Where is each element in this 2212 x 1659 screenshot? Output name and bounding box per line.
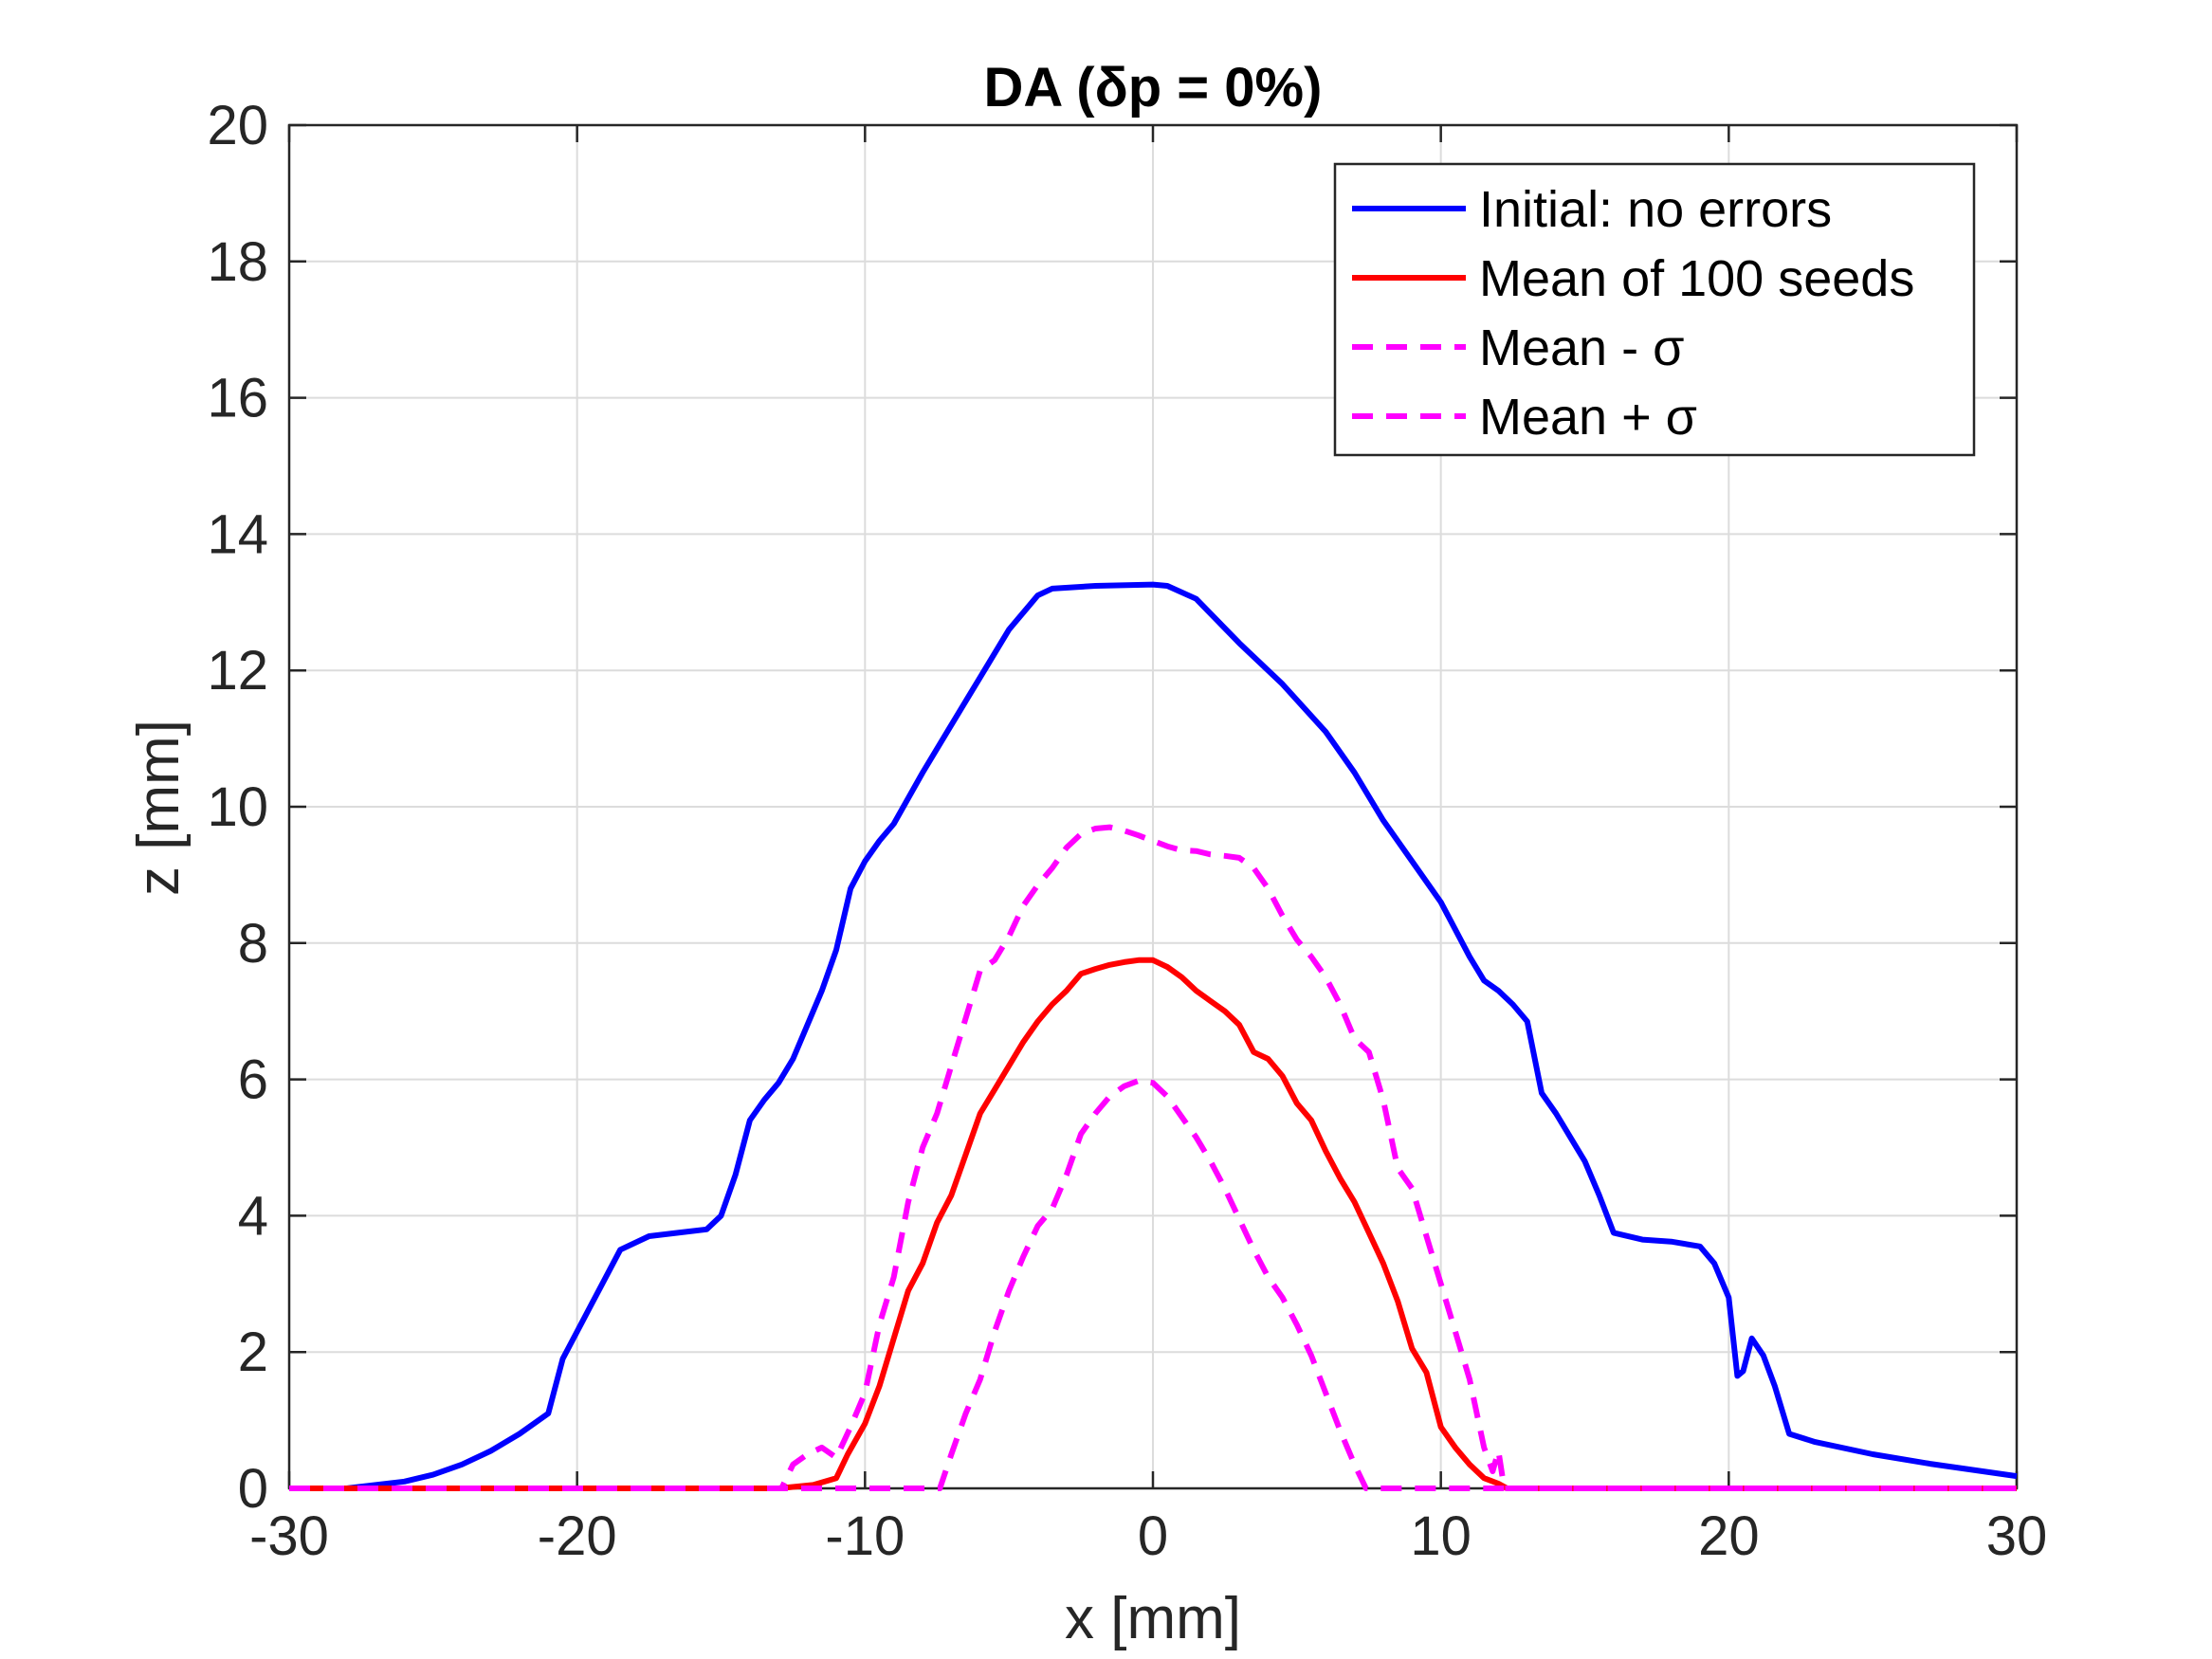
y-tick-label: 16 <box>207 368 268 429</box>
series-line-3 <box>289 1078 2017 1491</box>
series-line-4 <box>289 824 2017 1491</box>
y-tick-label: 2 <box>238 1322 268 1383</box>
legend-label-3: Mean - σ <box>1479 319 1684 376</box>
x-tick-label: 10 <box>1410 1505 1472 1567</box>
axis-ticks <box>287 123 2019 1490</box>
y-tick-labels: 0 2 4 6 8 10 12 14 16 18 20 <box>207 95 268 1520</box>
x-tick-label: 20 <box>1698 1505 1760 1567</box>
x-axis-label: x [mm] <box>1065 1586 1241 1651</box>
y-axis-label: z [mm] <box>126 720 192 896</box>
legend-label-2: Mean of 100 seeds <box>1479 250 1914 307</box>
y-tick-label: 8 <box>238 913 268 975</box>
legend-box <box>1333 162 1976 457</box>
x-tick-label: 30 <box>1986 1505 2048 1567</box>
x-tick-labels: -30 -20 -10 0 10 20 30 <box>249 1505 2047 1567</box>
y-tick-label: 6 <box>238 1049 268 1111</box>
legend-label-1: Initial: no errors <box>1479 181 1832 238</box>
x-tick-label: 0 <box>1138 1505 1168 1567</box>
y-tick-label: 14 <box>207 503 268 565</box>
x-tick-label: -20 <box>538 1505 617 1567</box>
y-tick-label: 10 <box>207 776 268 838</box>
y-tick-label: 20 <box>207 95 268 156</box>
legend-label-4: Mean + σ <box>1479 389 1697 446</box>
y-tick-label: 4 <box>238 1185 268 1247</box>
chart-title: DA (δp = 0%) <box>984 57 1323 118</box>
y-tick-label: 18 <box>207 231 268 293</box>
legend: Initial: no errors Mean of 100 seeds Mean … <box>1333 162 1976 457</box>
series-line-2 <box>289 957 2017 1491</box>
x-tick-label: -10 <box>825 1505 905 1567</box>
y-tick-label: 12 <box>207 640 268 702</box>
series-lines <box>289 581 2018 1491</box>
x-tick-label: -30 <box>249 1505 329 1567</box>
y-tick-label: 0 <box>238 1458 268 1520</box>
series-line-1 <box>289 581 2018 1491</box>
